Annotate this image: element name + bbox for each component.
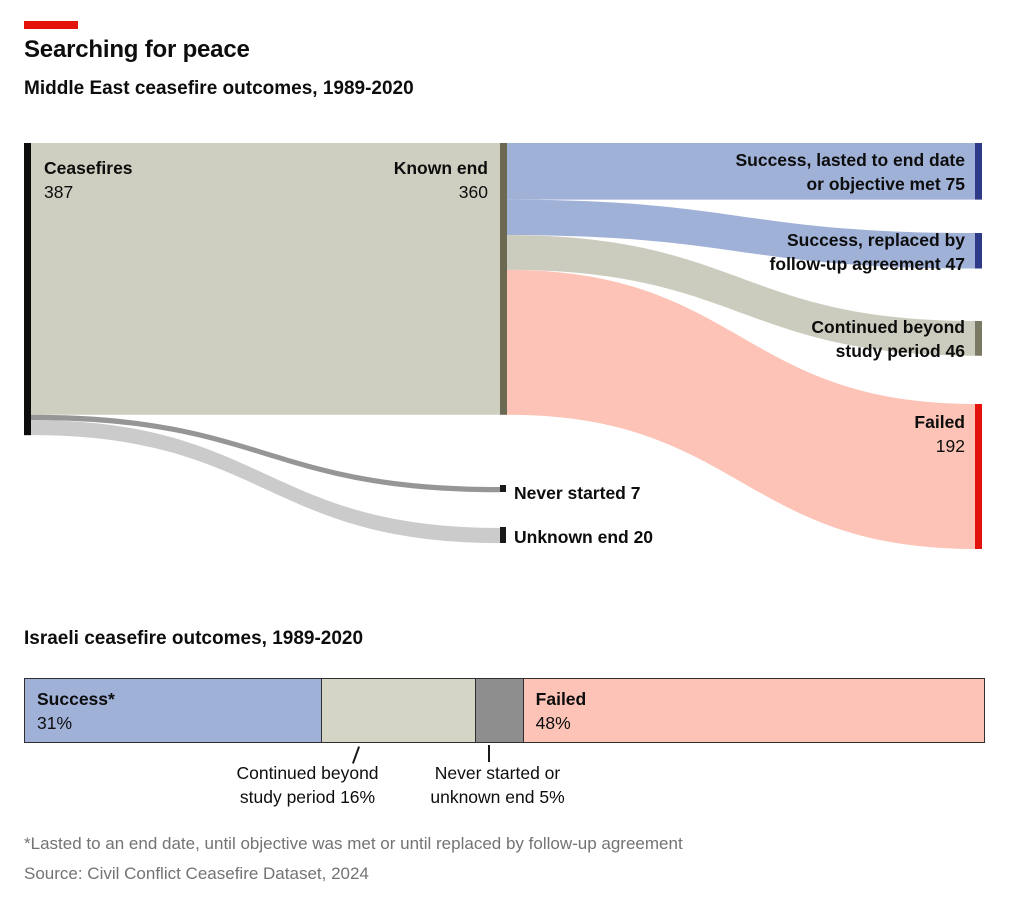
bar-segment-success: Success* 31% — [25, 679, 323, 742]
node-outcome-3 — [975, 321, 982, 356]
node-outcome-2 — [975, 233, 982, 269]
israeli-chart-title: Israeli ceasefire outcomes, 1989-2020 — [24, 628, 364, 649]
never-started-node-label: Never started 7 — [514, 483, 641, 503]
failed-segment-label: Failed 48% — [536, 687, 587, 735]
success-followup-line2: follow-up agreement 47 — [769, 254, 965, 274]
known-end-node-label: Known end 360 — [394, 156, 488, 204]
flow-outcome-3 — [507, 235, 975, 356]
success-segment-label: Success* 31% — [37, 687, 115, 735]
success-enddate-node-label: Success, lasted to end date or objective… — [735, 148, 965, 196]
continued-line2: study period 46 — [835, 341, 965, 361]
node-failed — [975, 404, 982, 549]
success-followup-node-label: Success, replaced by follow-up agreement… — [770, 228, 965, 276]
source-text: Source: Civil Conflict Ceasefire Dataset… — [24, 864, 369, 883]
failed-label-text: Failed — [914, 412, 965, 432]
node-known-end — [500, 143, 507, 415]
continued-line1: Continued beyond — [811, 317, 965, 337]
flow-outcome-1 — [507, 143, 975, 200]
page-title: Searching for peace — [24, 36, 250, 63]
footnote-text: *Lasted to an end date, until objective … — [24, 834, 683, 853]
node-unknown-end — [500, 527, 506, 543]
failed-segment-value: 48% — [535, 713, 571, 733]
flow-known-end — [31, 143, 500, 415]
continued-below-line1: Continued beyond — [236, 763, 379, 783]
bar-segment-never-unknown — [475, 679, 524, 742]
failed-value-text: 192 — [935, 436, 965, 456]
ceasefires-node-label: Ceasefires 387 — [44, 156, 133, 204]
node-ceasefires — [24, 143, 31, 436]
never-unknown-leader-line — [488, 745, 490, 762]
known-end-value-text: 360 — [458, 182, 488, 202]
success-segment-title: Success* — [37, 689, 115, 709]
bar-segment-continued — [322, 679, 476, 742]
continued-below-line2: study period 16% — [239, 787, 376, 807]
ceasefires-value-text: 387 — [44, 182, 74, 202]
unknown-end-node-label: Unknown end 20 — [514, 527, 654, 547]
flow-outcome-2 — [507, 199, 975, 269]
known-end-label-text: Known end — [393, 158, 488, 178]
never-unknown-below-line1: Never started or — [434, 763, 561, 783]
bar-segment-failed: Failed 48% — [523, 679, 984, 742]
node-outcome-1 — [975, 143, 982, 200]
success-enddate-line1: Success, lasted to end date — [735, 150, 965, 170]
flow-never-started — [31, 414, 500, 493]
node-never-started — [500, 485, 506, 492]
page-subtitle: Middle East ceasefire outcomes, 1989-202… — [24, 78, 414, 99]
flow-unknown-end — [31, 420, 500, 544]
success-followup-line1: Success, replaced by — [786, 230, 965, 250]
red-kicker-bar — [24, 21, 78, 29]
never-unknown-below-label: Never started or unknown end 5% — [420, 761, 575, 809]
success-segment-value: 31% — [37, 713, 73, 733]
never-unknown-below-line2: unknown end 5% — [430, 787, 565, 807]
failed-node-label: Failed 192 — [914, 410, 965, 458]
sankey-diagram: Ceasefires 387 Known end 360 Success, la… — [24, 143, 982, 549]
continued-node-label: Continued beyond study period 46 — [811, 315, 965, 363]
ceasefires-label-text: Ceasefires — [44, 158, 133, 178]
israeli-stacked-bar: Success* 31% Failed 48% — [24, 678, 985, 743]
flow-failed — [507, 269, 975, 549]
success-enddate-line2: or objective met 75 — [806, 174, 965, 194]
continued-below-label: Continued beyond study period 16% — [225, 761, 390, 809]
sankey-canvas — [24, 143, 982, 549]
failed-segment-title: Failed — [535, 689, 587, 709]
